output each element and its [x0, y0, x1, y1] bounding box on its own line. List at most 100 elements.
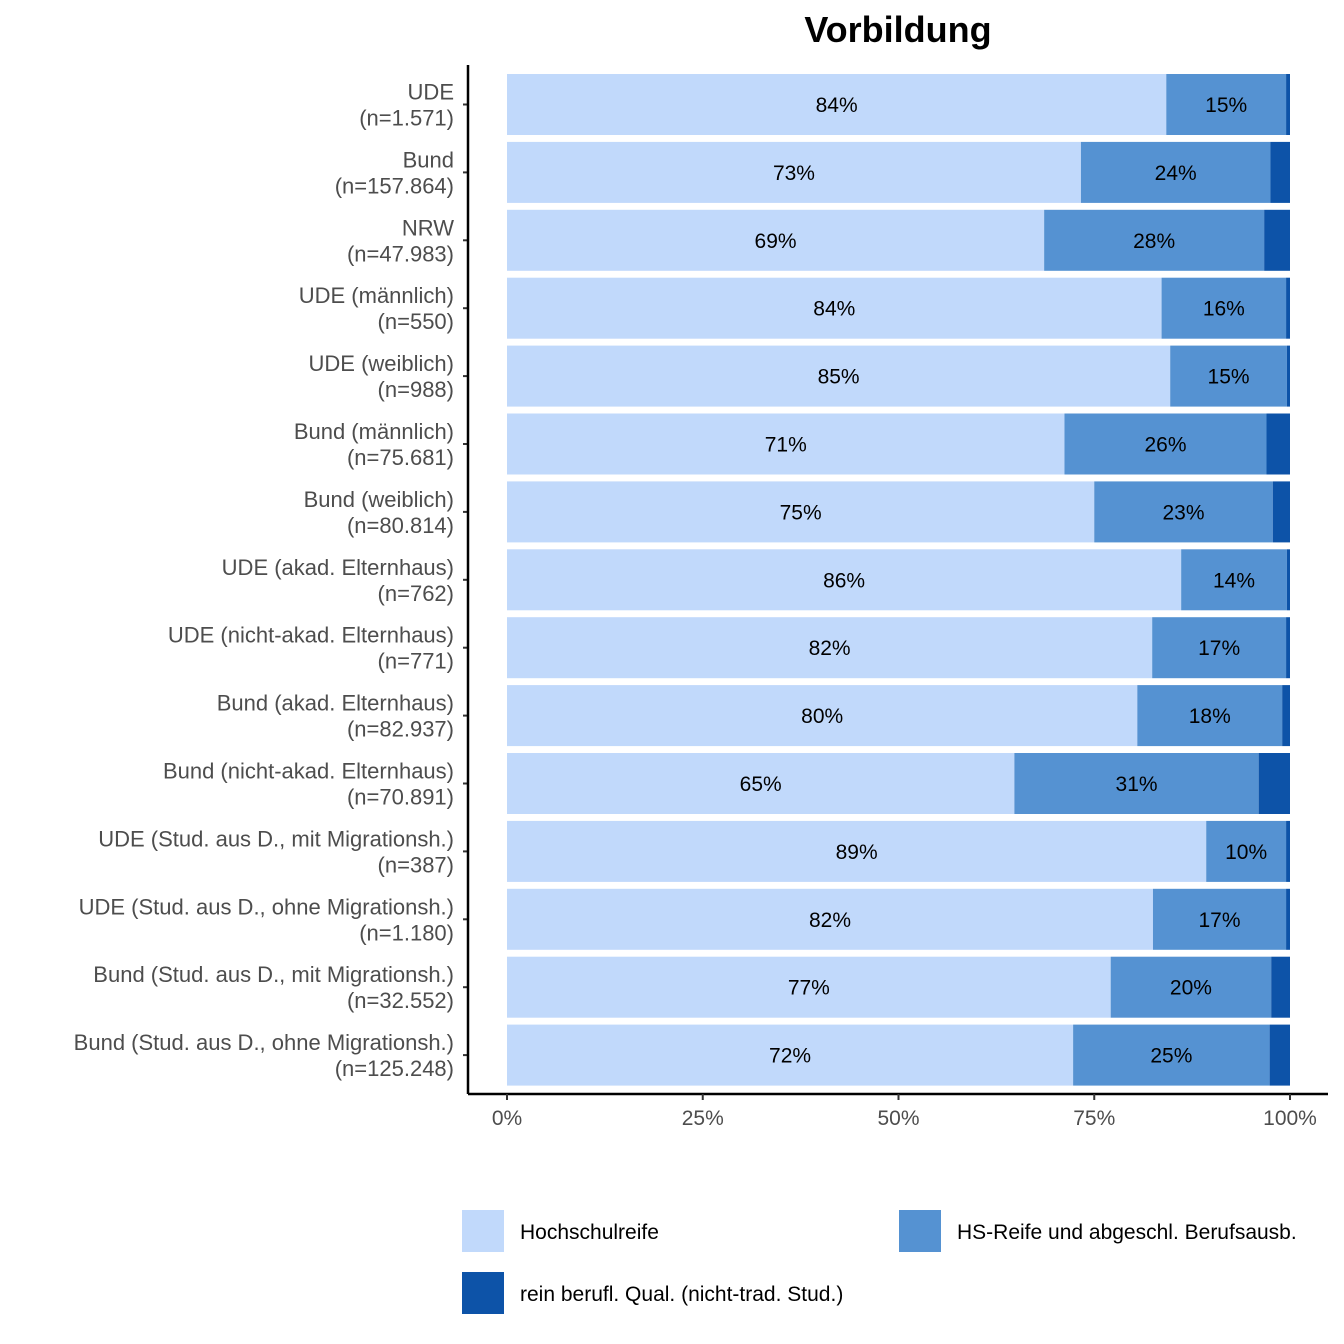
bar-segment-1-row-12: [507, 820, 1207, 882]
category-sample-size: (n=75.681): [347, 445, 454, 470]
category-label: Bund (nicht-akad. Elternhaus): [163, 759, 454, 784]
bar-segment-1-row-1: [507, 74, 1167, 135]
bar-segment-3-row-8: [1286, 549, 1290, 611]
bar-segment-3-row-5: [1286, 345, 1290, 407]
x-tick-label: 0%: [492, 1107, 522, 1130]
data-label: 73%: [773, 162, 815, 185]
bar-segment-2-row-12: [1206, 820, 1287, 882]
category-label: Bund (Stud. aus D., ohne Migrationsh.): [74, 1030, 454, 1055]
category-label: UDE: [408, 80, 454, 105]
data-label: 31%: [1116, 773, 1158, 796]
legend-label: rein berufl. Qual. (nicht-trad. Stud.): [520, 1283, 843, 1306]
legend-key: [899, 1210, 941, 1252]
data-label: 15%: [1205, 94, 1247, 117]
category-label: UDE (weiblich): [309, 351, 454, 376]
bar-segment-2-row-14: [1110, 956, 1272, 1018]
category-sample-size: (n=157.864): [335, 173, 454, 198]
category-label: Bund (Stud. aus D., mit Migrationsh.): [93, 962, 454, 987]
bar-segment-3-row-6: [1266, 413, 1290, 475]
bar-segment-1-row-15: [507, 1024, 1074, 1086]
data-label: 72%: [769, 1045, 811, 1068]
bar-segment-2-row-10: [1137, 685, 1283, 747]
bar-segment-3-row-10: [1282, 685, 1290, 747]
bar-segment-3-row-7: [1272, 481, 1290, 543]
x-tick-label: 50%: [877, 1107, 919, 1130]
category-sample-size: (n=762): [378, 581, 454, 606]
x-tick-label: 25%: [682, 1107, 724, 1130]
category-label: UDE (männlich): [299, 283, 454, 308]
category-sample-size: (n=47.983): [347, 241, 454, 266]
data-label: 20%: [1170, 977, 1212, 1000]
legend-key: [462, 1210, 504, 1252]
bar-segment-2-row-11: [1014, 753, 1259, 814]
category-label: Bund (akad. Elternhaus): [217, 691, 454, 716]
data-label: 18%: [1189, 705, 1231, 728]
data-label: 65%: [740, 773, 782, 796]
legend-label: Hochschulreife: [520, 1221, 659, 1244]
bar-segment-2-row-9: [1152, 617, 1287, 679]
bar-segment-3-row-12: [1286, 820, 1290, 882]
bar-segment-2-row-15: [1073, 1024, 1270, 1086]
data-label: 17%: [1198, 637, 1240, 660]
bar-segment-1-row-9: [507, 617, 1153, 679]
data-label: 28%: [1133, 230, 1175, 253]
bar-segment-3-row-15: [1269, 1024, 1290, 1086]
category-sample-size: (n=80.814): [347, 513, 454, 538]
category-label: UDE (Stud. aus D., ohne Migrationsh.): [79, 894, 454, 919]
bars-group: [507, 74, 1290, 1086]
category-label: UDE (Stud. aus D., mit Migrationsh.): [98, 826, 454, 851]
category-sample-size: (n=82.937): [347, 717, 454, 742]
data-label: 14%: [1213, 569, 1255, 592]
bar-segment-2-row-13: [1152, 888, 1287, 950]
category-sample-size: (n=771): [378, 649, 454, 674]
legend-label: HS-Reife und abgeschl. Berufsausb.: [957, 1221, 1297, 1244]
data-label: 89%: [836, 841, 878, 864]
data-label: 25%: [1150, 1045, 1192, 1068]
bar-segment-1-row-11: [507, 753, 1015, 814]
bar-segment-2-row-1: [1166, 74, 1287, 135]
category-label: UDE (akad. Elternhaus): [222, 555, 454, 580]
category-label: NRW: [402, 215, 454, 240]
bar-segment-1-row-10: [507, 685, 1138, 747]
x-tick-label: 100%: [1263, 1107, 1317, 1130]
category-sample-size: (n=550): [378, 309, 454, 334]
bar-segment-2-row-3: [1044, 209, 1265, 271]
data-label: 86%: [823, 569, 865, 592]
legend-key: [462, 1272, 504, 1314]
category-sample-size: (n=1.180): [359, 920, 454, 945]
data-label: 84%: [816, 94, 858, 117]
bar-segment-1-row-3: [507, 209, 1045, 271]
bar-segment-1-row-14: [507, 956, 1111, 1018]
bar-segment-3-row-13: [1286, 888, 1290, 950]
data-label: 75%: [780, 501, 822, 524]
data-label: 69%: [755, 230, 797, 253]
bar-segment-1-row-6: [507, 413, 1065, 475]
data-label: 71%: [765, 434, 807, 457]
y-axis: UDE(n=1.571) Bund(n=157.864) NRW(n=47.983)…: [74, 65, 470, 1094]
data-label: 77%: [788, 977, 830, 1000]
bar-segment-1-row-8: [507, 549, 1182, 611]
category-sample-size: (n=125.248): [335, 1056, 454, 1081]
data-label: 26%: [1144, 434, 1186, 457]
bar-segment-3-row-1: [1286, 74, 1290, 135]
category-sample-size: (n=1.571): [359, 106, 454, 131]
bar-segment-2-row-5: [1170, 345, 1287, 407]
bar-segment-1-row-7: [507, 481, 1095, 543]
bar-segment-2-row-4: [1161, 277, 1287, 339]
chart-title: Vorbildung: [804, 9, 991, 50]
category-sample-size: (n=988): [378, 377, 454, 402]
data-label: 80%: [801, 705, 843, 728]
data-label: 10%: [1225, 841, 1267, 864]
category-sample-size: (n=70.891): [347, 785, 454, 810]
data-label: 84%: [813, 298, 855, 321]
bar-segment-1-row-13: [507, 888, 1153, 950]
x-tick-label: 75%: [1073, 1107, 1115, 1130]
x-axis: 0% 25% 50% 75% 100%: [468, 1092, 1328, 1130]
data-label: 85%: [818, 366, 860, 389]
bar-segment-3-row-4: [1286, 277, 1290, 339]
bar-segment-3-row-2: [1270, 141, 1290, 203]
data-label: 16%: [1203, 298, 1245, 321]
bar-segment-2-row-8: [1181, 549, 1287, 611]
bar-segment-2-row-7: [1094, 481, 1273, 543]
category-label: Bund: [403, 147, 454, 172]
